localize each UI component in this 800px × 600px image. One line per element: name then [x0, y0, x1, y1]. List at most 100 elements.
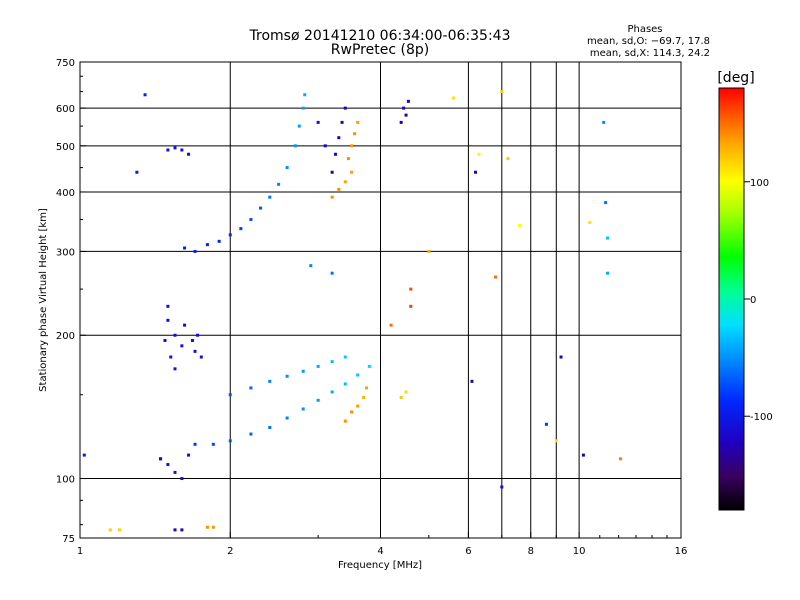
x-tick-label: 8 [528, 546, 534, 557]
x-tick-label: 4 [377, 546, 383, 557]
data-point [367, 364, 371, 368]
data-point [293, 144, 297, 148]
data-point [399, 395, 403, 399]
data-point [343, 106, 347, 110]
data-point [173, 367, 177, 371]
data-point [559, 355, 563, 359]
data-point [404, 390, 408, 394]
data-point [309, 264, 313, 268]
data-point [118, 528, 122, 532]
data-point [544, 422, 548, 426]
data-point [618, 457, 622, 461]
phase-legend-title: Phases [627, 24, 662, 35]
data-point [330, 390, 334, 394]
data-point [356, 120, 360, 124]
chart-title: Tromsø 20141210 06:34:00-06:35:43 [249, 28, 511, 44]
y-tick-label: 600 [56, 104, 75, 115]
grid-lines [80, 62, 681, 538]
x-tick-label: 2 [227, 546, 233, 557]
data-point [205, 525, 209, 529]
data-point [268, 425, 272, 429]
data-point [330, 271, 334, 275]
data-point [506, 157, 510, 161]
data-point [166, 318, 170, 322]
data-point [249, 432, 253, 436]
data-point [166, 304, 170, 308]
colorbar-label: [deg] [717, 70, 754, 86]
data-point [303, 93, 307, 97]
data-point [409, 304, 413, 308]
y-tick-label: 75 [62, 534, 75, 545]
data-point [180, 477, 184, 481]
chart-subtitle: RwPretec (8p) [331, 42, 429, 58]
data-point [316, 364, 320, 368]
data-point [169, 355, 173, 359]
data-point [199, 355, 203, 359]
data-point [193, 249, 197, 253]
data-point [362, 395, 366, 399]
data-point [268, 195, 272, 199]
data-point [228, 439, 232, 443]
data-point [285, 374, 289, 378]
x-tick-label: 10 [573, 546, 586, 557]
data-point [350, 170, 354, 174]
data-point [249, 218, 253, 222]
data-point [356, 404, 360, 408]
data-point [163, 338, 167, 342]
data-point [297, 124, 301, 128]
data-point [353, 132, 357, 136]
data-point [350, 144, 354, 148]
y-tick-label: 200 [56, 331, 75, 342]
data-point [82, 453, 86, 457]
data-point [135, 170, 139, 174]
data-point [406, 99, 410, 103]
x-tick-label: 1 [77, 546, 83, 557]
data-point [277, 182, 281, 186]
data-point [554, 439, 558, 443]
data-point [259, 206, 263, 210]
data-point [187, 453, 191, 457]
data-point [470, 379, 474, 383]
data-point [190, 338, 194, 342]
colorbar-tick-label: -100 [750, 412, 773, 423]
data-point [211, 442, 215, 446]
data-point [183, 246, 187, 250]
data-point [606, 271, 610, 275]
data-point [193, 349, 197, 353]
data-point [217, 239, 221, 243]
data-point [180, 344, 184, 348]
x-axis-ticks: 1 2 4 6 8 10 16 [77, 532, 688, 557]
data-point [316, 398, 320, 402]
data-point [343, 419, 347, 423]
y-tick-label: 500 [56, 142, 75, 153]
data-point [196, 333, 200, 337]
data-point [402, 106, 406, 110]
data-point [285, 416, 289, 420]
data-point [602, 120, 606, 124]
data-point [211, 525, 215, 529]
data-point [301, 106, 305, 110]
data-point [340, 120, 344, 124]
phase-stats-o: mean, sd,O: −69.7, 17.8 [587, 36, 710, 47]
data-point [350, 410, 354, 414]
y-tick-label: 100 [56, 475, 75, 486]
data-point [500, 90, 504, 94]
data-point [581, 453, 585, 457]
colorbar-tick-label: 100 [750, 178, 769, 189]
data-point [228, 233, 232, 237]
data-point [337, 136, 341, 140]
data-point [268, 379, 272, 383]
data-points [82, 90, 622, 532]
data-point [346, 157, 350, 161]
data-point [604, 201, 608, 205]
data-point [494, 275, 498, 279]
data-point [173, 333, 177, 337]
y-tick-label: 400 [56, 188, 75, 199]
data-point [301, 369, 305, 373]
data-point [409, 287, 413, 291]
x-tick-label: 16 [675, 546, 688, 557]
data-point [343, 382, 347, 386]
data-point [427, 249, 431, 253]
data-point [285, 166, 289, 170]
data-point [166, 463, 170, 467]
